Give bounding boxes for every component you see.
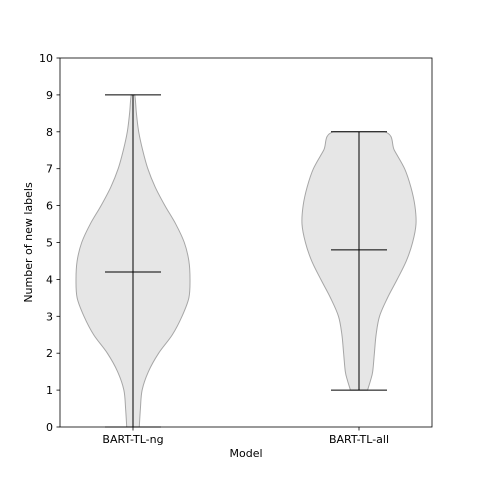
x-axis-label: Model <box>229 447 262 460</box>
y-tick-label: 10 <box>39 52 53 65</box>
x-tick-label: BART-TL-ng <box>102 433 163 446</box>
violin-BART-TL-ng <box>75 94 191 428</box>
y-tick-label: 5 <box>46 237 53 250</box>
violins-layer <box>75 94 417 428</box>
y-tick-label: 1 <box>46 384 53 397</box>
y-axis-label: Number of new labels <box>22 182 35 303</box>
y-tick-label: 4 <box>46 273 53 286</box>
y-tick-label: 2 <box>46 347 53 360</box>
y-tick-label: 3 <box>46 310 53 323</box>
y-tick-label: 8 <box>46 126 53 139</box>
x-tick-label: BART-TL-all <box>329 433 389 446</box>
x-axis: BART-TL-ng BART-TL-all <box>102 427 389 446</box>
violin-BART-TL-all <box>301 131 417 391</box>
y-tick-label: 9 <box>46 89 53 102</box>
y-tick-label: 7 <box>46 163 53 176</box>
y-tick-label: 0 <box>46 421 53 434</box>
y-tick-label: 6 <box>46 200 53 213</box>
y-axis: 0 1 2 3 4 5 6 7 8 9 10 <box>39 52 60 434</box>
